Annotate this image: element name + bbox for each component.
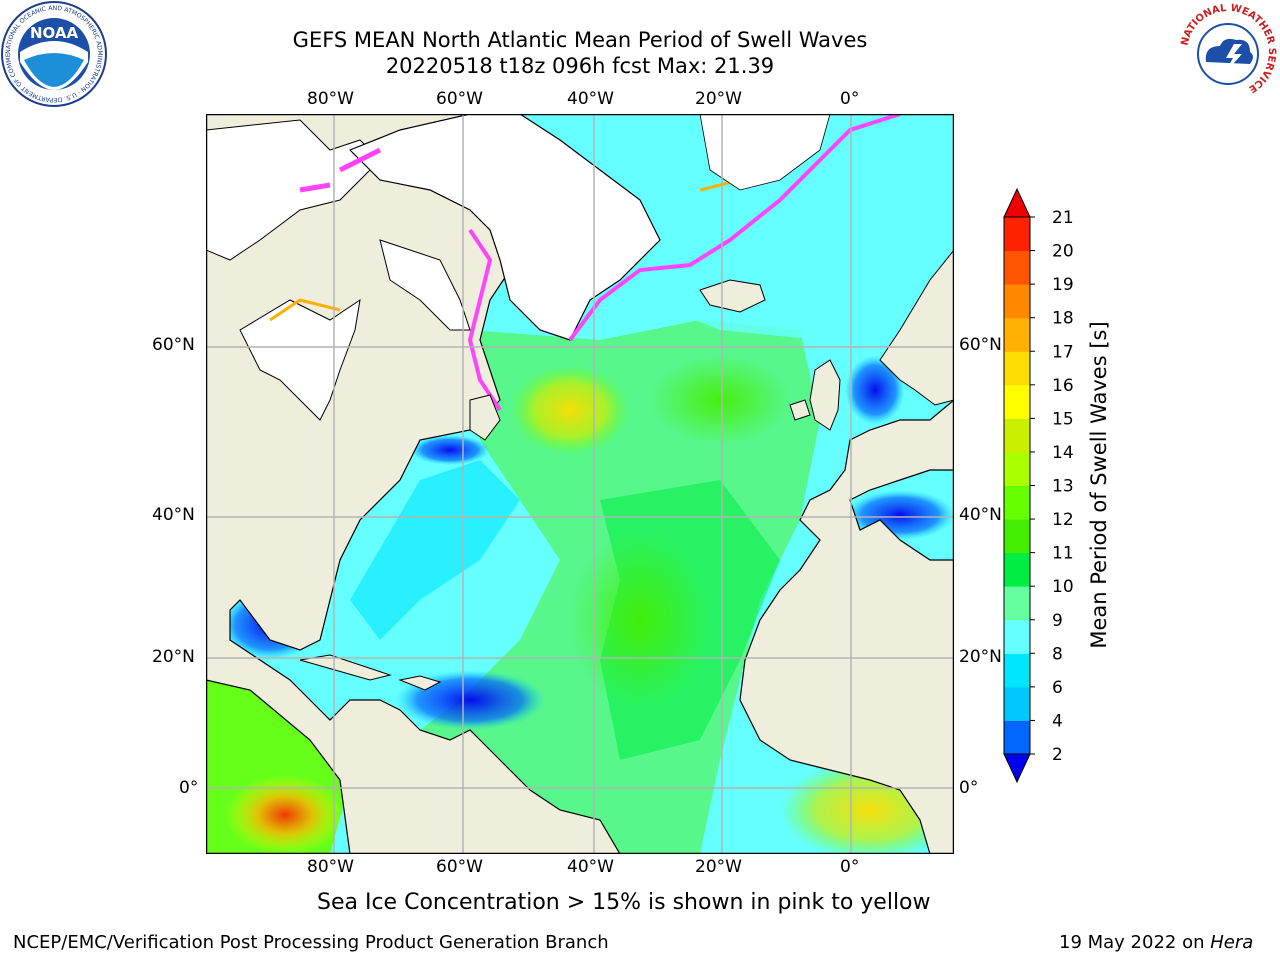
north-sea-low-period [845, 355, 905, 425]
graticule [206, 114, 954, 854]
lon-tick-top: 0° [840, 89, 860, 109]
colorbar-swatch [1004, 384, 1030, 419]
colorbar-tick-label: 10 [1052, 577, 1074, 597]
colorbar-tick-label: 16 [1052, 376, 1074, 396]
lon-tick-bottom: 20°W [695, 857, 742, 877]
lat-tick-left: 60°N [152, 335, 195, 355]
colorbar-swatch [1004, 317, 1030, 352]
colorbar-tick-label: 4 [1052, 711, 1063, 731]
colorbar-swatch [1004, 619, 1030, 654]
colorbar-tick-label: 14 [1052, 443, 1074, 463]
labrador-land [379, 239, 471, 331]
forecast-info: 20220518 t18z 096h fcst Max: 21.39 [385, 54, 775, 78]
colorbar-tick-label: 11 [1052, 544, 1074, 564]
sea-ice-edge [568, 114, 901, 342]
colorbar-tick-label: 2 [1052, 745, 1063, 765]
north-america-land [206, 114, 621, 854]
colorbar-tick-label: 13 [1052, 477, 1074, 497]
hudson-bay-land [239, 298, 361, 421]
scandinavia-land [879, 249, 954, 406]
colorbar-extend-high [1003, 187, 1031, 218]
colorbar-swatch [1004, 284, 1030, 319]
nws-logo-icon: NATIONAL WEATHER SERVICE [1178, 2, 1278, 102]
colorbar-swatches [1003, 187, 1031, 784]
europe-africa-land [739, 399, 954, 854]
swell-zone-cyan [350, 460, 520, 640]
swell-zone-yellow [510, 365, 630, 455]
shelf-low-period [410, 435, 490, 465]
map-title: GEFS MEAN North Atlantic Mean Period of … [292, 28, 868, 52]
pacific-swell-peak [225, 775, 345, 854]
lon-tick-top: 60°W [436, 89, 483, 109]
map-border [206, 114, 954, 854]
colorbar-swatch [1004, 451, 1030, 486]
colorbar-swatch [1004, 552, 1030, 587]
sea-ice-edge [467, 228, 502, 412]
colorbar-swatch [1004, 485, 1030, 520]
nordic-sea-field [620, 114, 954, 340]
lon-tick-bottom: 40°W [567, 857, 614, 877]
noaa-logo-icon: NATIONAL OCEANIC AND ATMOSPHERIC ADMINIS… [0, 0, 107, 107]
colorbar-swatch [1004, 351, 1030, 386]
lat-tick-left: 40°N [152, 505, 195, 525]
colorbar-tick-label: 9 [1052, 611, 1063, 631]
colorbar-tick-label: 12 [1052, 510, 1074, 530]
colorbar-tick-label: 19 [1052, 275, 1074, 295]
lon-tick-bottom: 60°W [436, 857, 483, 877]
arctic-islands-land [206, 119, 381, 261]
svalbard-land [699, 114, 831, 191]
noaa-logo-text: NOAA [30, 24, 79, 42]
colorbar-tick-label: 17 [1052, 342, 1074, 362]
machine-name: Hera [1210, 932, 1254, 953]
lat-tick-right: 20°N [959, 647, 1002, 667]
lat-tick-right: 60°N [959, 335, 1002, 355]
hispaniola-land [398, 675, 442, 691]
lat-tick-left: 0° [179, 778, 199, 798]
great-britain-land [809, 359, 841, 431]
run-date: 19 May 2022 on Hera [1059, 932, 1254, 953]
colorbar: 2 4 6 8 9 10 11 12 13 14 15 16 17 18 19 20 21 Mean Perio… [1003, 187, 1111, 784]
colorbar-swatch [1004, 653, 1030, 688]
colorbar-tick-label: 15 [1052, 409, 1074, 429]
swell-zone-green [650, 355, 790, 445]
colorbar-swatch [1004, 519, 1030, 554]
lat-tick-right: 40°N [959, 505, 1002, 525]
sea-ice-edge [299, 182, 331, 193]
colorbar-tick-label: 21 [1052, 208, 1074, 228]
colorbar-tick-label: 20 [1052, 242, 1074, 262]
lon-tick-bottom: 80°W [307, 857, 354, 877]
colorbar-swatch [1004, 720, 1030, 755]
sea-ice-note: Sea Ice Concentration > 15% is shown in … [317, 890, 931, 915]
lat-tick-left: 20°N [152, 647, 195, 667]
colorbar-title: Mean Period of Swell Waves [s] [1087, 321, 1111, 648]
lon-tick-top: 80°W [307, 89, 354, 109]
colorbar-ticks [1030, 216, 1035, 755]
ireland-land [789, 399, 811, 421]
colorbar-extend-low [1003, 753, 1031, 784]
colorbar-tick-label: 8 [1052, 644, 1063, 664]
colorbar-swatch [1004, 418, 1030, 453]
sea-ice-edge [338, 147, 382, 173]
iceland-land [699, 279, 766, 313]
lon-tick-top: 20°W [695, 89, 742, 109]
colorbar-swatch [1004, 686, 1030, 721]
colorbar-tick-label: 18 [1052, 309, 1074, 329]
colorbar-labels: 2 4 6 8 9 10 11 12 13 14 15 16 17 18 19 20 21 [1052, 208, 1074, 765]
lon-tick-bottom: 0° [840, 857, 860, 877]
newfoundland-land [469, 394, 501, 441]
colorbar-swatch [1004, 250, 1030, 285]
colorbar-swatch [1004, 217, 1030, 252]
sea-ice-edge [269, 298, 341, 322]
lon-tick-top: 40°W [567, 89, 614, 109]
colorbar-swatch [1004, 586, 1030, 621]
colorbar-tick-label: 6 [1052, 678, 1063, 698]
producer-credit: NCEP/EMC/Verification Post Processing Pr… [13, 932, 609, 953]
swell-period-map [206, 114, 954, 854]
lat-tick-right: 0° [959, 778, 979, 798]
greenland-land [348, 114, 661, 341]
swell-zone-green [570, 530, 710, 710]
cuba-land [299, 654, 392, 681]
